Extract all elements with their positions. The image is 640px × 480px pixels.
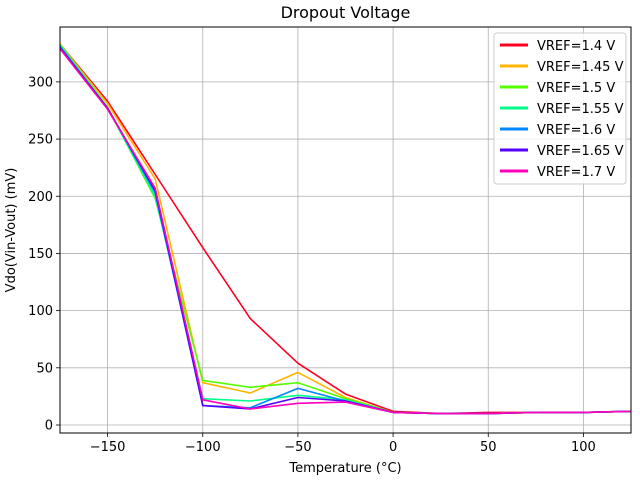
legend-box [493, 32, 627, 185]
legend: VREF=1.4 V VREF=1.45 V VREF=1.5 V VREF=1.55… [493, 32, 627, 185]
axis-ticks: −150 −100 −50 0 50 100 0 50 100 150 200 250 300 [28, 75, 596, 455]
legend-label: VREF=1.65 V [537, 144, 624, 159]
chart-title: Dropout Voltage [281, 3, 411, 22]
legend-label: VREF=1.5 V [537, 81, 615, 96]
y-tick-label: 100 [28, 304, 53, 319]
legend-label: VREF=1.55 V [537, 102, 624, 117]
y-tick-label: 300 [28, 75, 53, 90]
x-tick-label: 50 [480, 440, 497, 455]
x-tick-label: 100 [571, 440, 596, 455]
series-lines [59, 43, 632, 415]
legend-label: VREF=1.45 V [537, 60, 624, 75]
grid [60, 27, 631, 433]
y-tick-label: 50 [36, 361, 53, 376]
series-line [59, 48, 632, 415]
y-tick-label: 0 [45, 418, 53, 433]
legend-label: VREF=1.7 V [537, 165, 615, 180]
y-axis-title: Vdo(Vin-Vout) (mV) [4, 168, 19, 293]
plot-frame [59, 26, 632, 434]
legend-label: VREF=1.6 V [537, 123, 615, 138]
x-axis-title: Temperature (°C) [288, 461, 401, 476]
x-tick-label: −100 [185, 440, 221, 455]
legend-label: VREF=1.4 V [537, 39, 615, 54]
y-tick-label: 250 [28, 133, 53, 148]
x-tick-label: −150 [90, 440, 126, 455]
x-tick-label: −50 [284, 440, 311, 455]
x-tick-label: 0 [389, 440, 397, 455]
y-tick-label: 150 [28, 247, 53, 262]
y-tick-label: 200 [28, 190, 53, 205]
